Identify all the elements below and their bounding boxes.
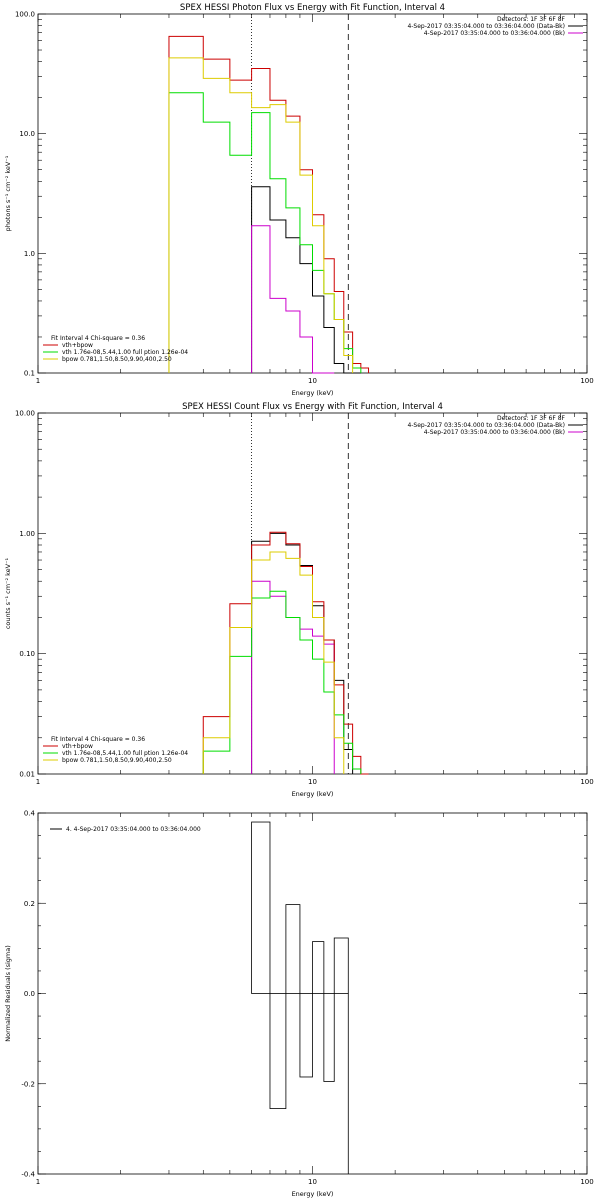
legend-entry: bpow 0.781,1.50,8.50,9.90,400,2.50: [62, 356, 172, 363]
chart-title: SPEX HESSI Count Flux vs Energy with Fit…: [182, 402, 443, 412]
x-tick-label: 100: [580, 778, 593, 786]
y-axis-label: Normalized Residuals (sigma): [4, 945, 12, 1042]
legend-entry: vth 1.76e-08,5.44,1.00 full ption 1.26e-…: [62, 750, 188, 757]
legend-entry: Detectors: 1F 3F 6F 8F: [497, 415, 566, 422]
series-bpow-histogram: [202, 551, 345, 774]
y-axis-label: counts s⁻¹ cm⁻² keV⁻¹: [4, 557, 12, 629]
residual-bar: [323, 993, 335, 1082]
x-tick-label: 1: [36, 1178, 40, 1186]
y-tick-label: 100.0: [15, 11, 35, 19]
series-data-histogram: [251, 186, 361, 374]
x-tick-label: 100: [580, 1178, 593, 1186]
series-background-histogram: [251, 580, 335, 774]
y-tick-label: 1.00: [19, 530, 35, 538]
y-tick-label: 10.0: [19, 130, 35, 138]
y-tick-label: -0.4: [21, 1171, 35, 1179]
residual-bar: [251, 821, 271, 994]
x-tick-label: 1: [36, 377, 40, 385]
series-vth-histogram: [168, 92, 362, 373]
legend-entry: vth+bpow: [62, 743, 93, 750]
x-axis-label: Energy (keV): [292, 790, 334, 798]
legend-entry: 4-Sep-2017 03:35:04.000 to 03:36:04.000 …: [424, 429, 565, 436]
y-tick-label: -0.2: [21, 1080, 35, 1088]
y-tick-label: 0.2: [24, 900, 35, 908]
y-tick-label: 0.4: [24, 810, 36, 818]
legend-entry: 4. 4-Sep-2017 03:35:04.000 to 03:36:04.0…: [66, 826, 201, 833]
y-axis-label: photons s⁻¹ cm⁻² keV⁻¹: [4, 155, 12, 231]
x-tick-label: 10: [308, 1178, 317, 1186]
legend-entry: 4-Sep-2017 03:35:04.000 to 03:36:04.000 …: [407, 422, 565, 429]
x-tick-label: 10: [308, 377, 317, 385]
y-tick-label: 0.0: [24, 990, 35, 998]
legend-entry: vth+bpow: [62, 342, 93, 349]
y-tick-label: 10.00: [15, 410, 35, 418]
residual-bar: [312, 941, 325, 994]
residual-bar: [299, 993, 313, 1078]
y-tick-label: 1.0: [24, 250, 35, 258]
legend-entry: bpow 0.781,1.50,8.50,9.90,400,2.50: [62, 757, 172, 764]
series-vth-histogram: [202, 590, 362, 774]
legend-entry: 4-Sep-2017 03:35:04.000 to 03:36:04.000 …: [424, 30, 565, 37]
x-tick-label: 100: [580, 377, 593, 385]
chart-title: SPEX HESSI Photon Flux vs Energy with Fi…: [180, 3, 445, 13]
series-total-histogram: [168, 35, 370, 373]
legend-entry: Fit Interval 4 Chi-square = 0.36: [51, 736, 145, 743]
y-tick-label: 0.1: [24, 370, 35, 378]
residual-bar: [333, 937, 349, 994]
x-tick-label: 10: [308, 778, 317, 786]
x-axis-label: Energy (keV): [292, 389, 334, 397]
residual-bar: [269, 993, 287, 1109]
series-bpow-histogram: [168, 57, 354, 373]
x-tick-label: 1: [36, 778, 40, 786]
series-background-histogram: [251, 225, 335, 374]
legend-entry: vth 1.76e-08,5.44,1.00 full ption 1.26e-…: [62, 349, 188, 356]
y-tick-label: 0.01: [19, 771, 35, 779]
residual-bar: [285, 904, 301, 994]
legend-entry: 4-Sep-2017 03:35:04.000 to 03:36:04.000 …: [407, 23, 565, 30]
legend-entry: Fit Interval 4 Chi-square = 0.36: [51, 335, 145, 342]
legend-entry: Detectors: 1F 3F 6F 8F: [497, 16, 566, 23]
x-axis-label: Energy (keV): [292, 1190, 334, 1198]
y-tick-label: 0.10: [19, 650, 35, 658]
